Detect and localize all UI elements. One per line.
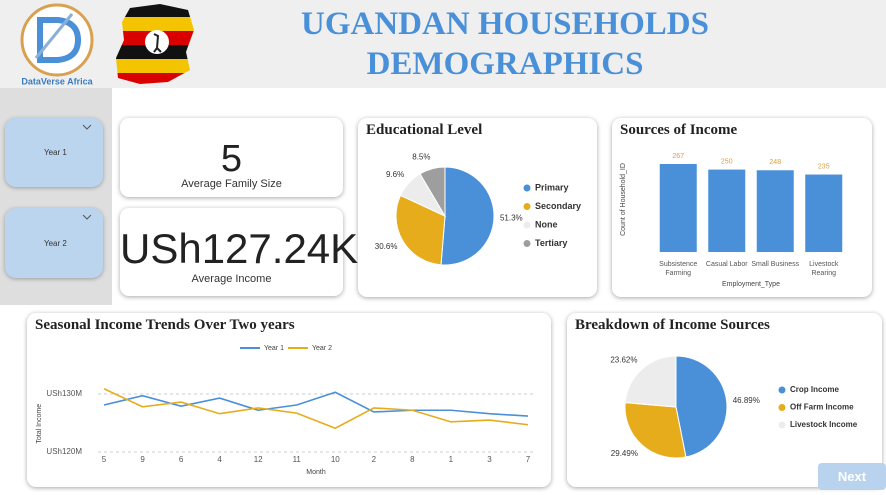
x-tick-label: Small Business — [751, 261, 800, 268]
data-label: 248 — [769, 159, 781, 166]
data-label: 235 — [818, 163, 830, 170]
x-tick-label: 2 — [372, 455, 377, 464]
legend-marker — [778, 421, 786, 429]
x-tick-label: 6 — [179, 455, 184, 464]
y-tick-label: USh120M — [46, 447, 82, 456]
x-tick-label: 8 — [410, 455, 415, 464]
bar — [805, 174, 843, 252]
flag-map — [116, 4, 194, 84]
page-title: UGANDAN HOUSEHOLDS DEMOGRAPHICS — [301, 6, 709, 82]
x-tick-label: Livestock Rearing — [809, 261, 839, 277]
chart-title: Educational Level — [366, 122, 483, 138]
legend-label: Secondary — [535, 201, 581, 211]
legend-label: Tertiary — [535, 238, 567, 248]
kpi-value: 5 — [220, 138, 243, 180]
pie-slice — [395, 194, 446, 266]
line-series — [103, 388, 529, 430]
legend-label: Primary — [535, 182, 569, 192]
y-axis-title: Total Income — [36, 404, 43, 444]
chart-card — [27, 313, 551, 487]
x-tick-label: 10 — [331, 455, 340, 464]
data-label: 46.89% — [733, 396, 760, 405]
line-series — [103, 391, 529, 417]
legend-marker — [778, 404, 786, 411]
x-axis-title: Month — [306, 469, 326, 476]
data-label: 267 — [672, 153, 684, 160]
pie-slice — [624, 355, 677, 408]
x-tick-label: 5 — [102, 455, 107, 464]
x-tick-label: Casual Labor — [705, 261, 748, 268]
dropdown-chevron[interactable] — [82, 124, 92, 130]
kpi-label: Average Income — [191, 273, 272, 285]
kpi-value: USh127.24K — [120, 225, 359, 272]
legend-label: Year 2 — [312, 345, 332, 352]
data-label: 29.49% — [611, 449, 638, 458]
legend-label: Year 1 — [264, 345, 284, 352]
data-label: 23.62% — [610, 356, 637, 365]
bar — [659, 163, 697, 252]
pie-slice — [675, 355, 728, 458]
x-tick-label: 1 — [449, 455, 454, 464]
legend-label: Livestock Income — [790, 420, 858, 429]
kpi-card — [120, 118, 343, 197]
y-axis-title: Count of Household_ID — [620, 163, 627, 236]
legend-label: Crop Income — [790, 385, 839, 394]
data-label: 30.6% — [375, 242, 398, 251]
data-label: 9.6% — [386, 170, 404, 179]
year-slicer[interactable] — [5, 118, 103, 187]
logo: DataVerse Africa — [20, 3, 94, 86]
dropdown-chevron[interactable] — [82, 214, 92, 220]
x-tick-label: 9 — [140, 455, 145, 464]
slicer-label[interactable]: Year 2 — [44, 239, 67, 248]
legend-marker — [778, 386, 786, 394]
legend-marker — [523, 240, 531, 247]
next-button[interactable]: Next — [818, 463, 886, 490]
data-label: 250 — [721, 158, 733, 165]
chart-title: Breakdown of Income Sources — [575, 317, 770, 333]
x-axis-title: Employment_Type — [722, 281, 780, 288]
x-tick-label: 3 — [487, 455, 492, 464]
x-tick-label: 11 — [293, 455, 302, 464]
legend-label: Off Farm Income — [790, 403, 854, 412]
data-label: 51.3% — [500, 214, 523, 223]
x-tick-label: 7 — [526, 455, 531, 464]
legend-marker — [523, 221, 531, 229]
bar — [708, 169, 746, 252]
kpi-card — [120, 208, 343, 296]
x-tick-label: 12 — [254, 455, 263, 464]
chart-title: Sources of Income — [620, 122, 738, 138]
pie-slice — [419, 166, 446, 218]
data-label: 8.5% — [412, 152, 430, 161]
legend-label: None — [535, 219, 558, 229]
legend-marker — [523, 203, 531, 210]
x-tick-label: 4 — [217, 455, 222, 464]
legend-marker — [523, 184, 531, 192]
x-tick-label: Subsistence Farming — [659, 261, 698, 277]
chart-title: Seasonal Income Trends Over Two years — [35, 317, 295, 333]
pie-slice — [440, 166, 495, 266]
pie-slice — [624, 402, 687, 459]
slicer-label[interactable]: Year 1 — [44, 148, 67, 157]
bar — [756, 170, 794, 252]
year-slicer[interactable] — [5, 208, 103, 278]
y-tick-label: USh130M — [46, 389, 82, 398]
kpi-label: Average Family Size — [181, 178, 282, 190]
logo-text: DataVerse Africa — [21, 76, 93, 86]
